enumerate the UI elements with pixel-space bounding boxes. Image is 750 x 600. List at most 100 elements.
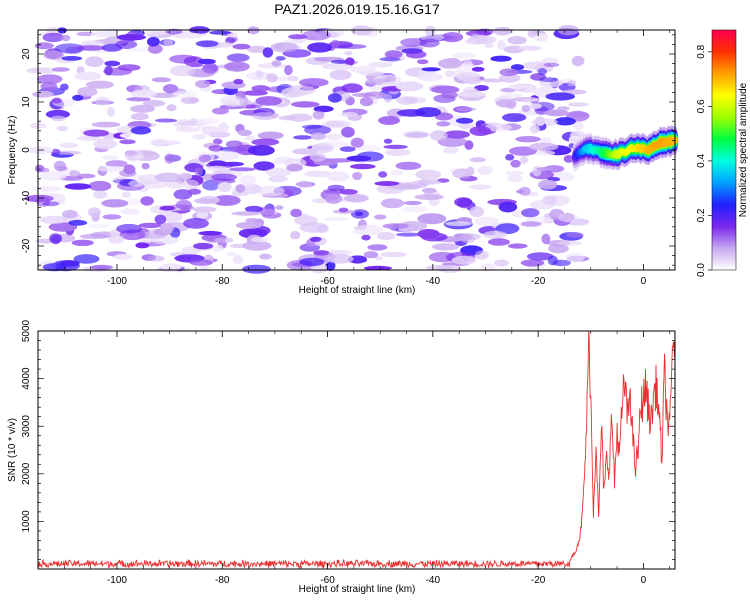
y-tick-label: -10	[21, 190, 32, 205]
heatmap-cell	[64, 183, 92, 190]
heatmap-cell	[75, 45, 105, 51]
heatmap-cell	[445, 221, 472, 227]
heatmap-cell	[510, 64, 525, 71]
snr-line	[37, 330, 676, 570]
heatmap-cell	[206, 165, 228, 172]
heatmap-cell	[455, 117, 474, 124]
heatmap-cell	[481, 78, 505, 83]
heatmap-cell	[85, 56, 104, 68]
heatmap-cell	[56, 165, 68, 171]
heatmap-cell	[193, 242, 214, 250]
heatmap-cell	[573, 121, 584, 131]
heatmap-cell	[257, 131, 284, 140]
heatmap-cell	[417, 213, 447, 225]
heatmap-cell	[537, 68, 547, 76]
heatmap-cell	[534, 32, 549, 43]
heatmap-cell	[515, 136, 541, 143]
heatmap-cell	[62, 209, 78, 219]
heatmap-cell	[329, 69, 352, 80]
heatmap-cell	[72, 94, 84, 101]
heatmap-cell	[529, 124, 540, 134]
heatmap-cell	[106, 106, 116, 117]
heatmap-cell	[194, 167, 204, 177]
heatmap-cell	[296, 180, 313, 188]
colorbar: 0.0 0.2 0.4 0.6 0.8 Normalized spectral ampl…	[696, 29, 749, 277]
heatmap-cell	[239, 175, 257, 186]
heatmap-cell	[286, 163, 303, 172]
heatmap-cell	[101, 199, 129, 208]
heatmap-cell	[359, 70, 386, 77]
y-tick-label: 20	[21, 48, 32, 60]
heatmap-cell	[431, 243, 460, 251]
x-tick-label: -60	[320, 575, 335, 586]
heatmap-cell	[469, 157, 486, 163]
heatmap-cell	[244, 135, 256, 141]
heatmap-cell	[284, 64, 293, 76]
heatmap-cell	[469, 206, 485, 218]
heatmap-cell	[361, 234, 371, 241]
heatmap-cell	[233, 78, 244, 85]
heatmap-cell	[507, 243, 528, 249]
heatmap-cell	[211, 244, 224, 253]
heatmap-cell	[505, 170, 524, 176]
heatmap-cell	[105, 160, 128, 168]
heatmap-cell	[103, 67, 133, 76]
heatmap-cell	[484, 43, 495, 48]
heatmap-cell	[330, 59, 349, 64]
heatmap-cell	[119, 169, 137, 177]
heatmap-cell	[327, 184, 345, 192]
heatmap-cell	[552, 259, 571, 267]
heatmap-cell	[473, 85, 489, 91]
heatmap-cell	[173, 189, 193, 200]
heatmap-cell	[326, 254, 354, 264]
x-tick-label: -20	[531, 575, 546, 586]
heatmap-cell	[430, 130, 448, 141]
colorbar-tick-label: 0.2	[696, 208, 707, 222]
heatmap-cell	[510, 159, 521, 168]
heatmap-cell	[196, 210, 209, 219]
heatmap-cell	[154, 118, 177, 123]
heatmap-cell	[242, 264, 271, 274]
heatmap-cell	[130, 126, 152, 135]
heatmap-cell	[147, 36, 160, 47]
heatmap-cell	[474, 250, 489, 260]
heatmap-cell	[244, 205, 263, 213]
heatmap-cell	[494, 259, 509, 267]
heatmap-cell	[165, 28, 183, 35]
heatmap-cell	[457, 91, 487, 98]
heatmap-cell	[69, 170, 81, 178]
heatmap-cell	[251, 85, 270, 92]
heatmap-cell	[382, 223, 409, 229]
heatmap-cell	[499, 68, 519, 77]
heatmap-cell	[173, 32, 203, 39]
heatmap-cell	[561, 212, 575, 223]
heatmap-cell	[490, 55, 512, 62]
heatmap-cell	[76, 31, 95, 37]
heatmap-y-ticks: -20 -10 0 10 20	[21, 34, 675, 266]
x-tick-label: -60	[320, 276, 335, 287]
heatmap-cell	[97, 165, 125, 173]
heatmap-cell	[270, 42, 299, 53]
heatmap-cell	[425, 265, 453, 271]
x-tick-label: -80	[215, 575, 230, 586]
heatmap-cell	[138, 222, 163, 229]
heatmap-cell	[463, 77, 482, 85]
heatmap-cell	[40, 81, 58, 91]
heatmap-cell	[405, 132, 428, 138]
heatmap-cell	[542, 57, 559, 64]
heatmap-cell	[471, 66, 485, 72]
heatmap-cell	[346, 155, 372, 162]
heatmap-cell	[395, 96, 418, 105]
snr-ylabel: SNR (10 * v/v)	[7, 418, 18, 482]
heatmap-cell	[531, 150, 556, 156]
heatmap-cell	[359, 97, 374, 107]
heatmap-cell	[415, 169, 442, 180]
heatmap-cell	[255, 96, 283, 106]
colorbar-tick-label: 0.6	[696, 99, 707, 113]
heatmap-cell	[571, 55, 585, 67]
heatmap-cell	[493, 26, 512, 36]
heatmap-cell	[60, 83, 69, 91]
heatmap-cell	[286, 113, 313, 122]
heatmap-cell	[178, 172, 192, 180]
heatmap-cell	[144, 29, 169, 36]
